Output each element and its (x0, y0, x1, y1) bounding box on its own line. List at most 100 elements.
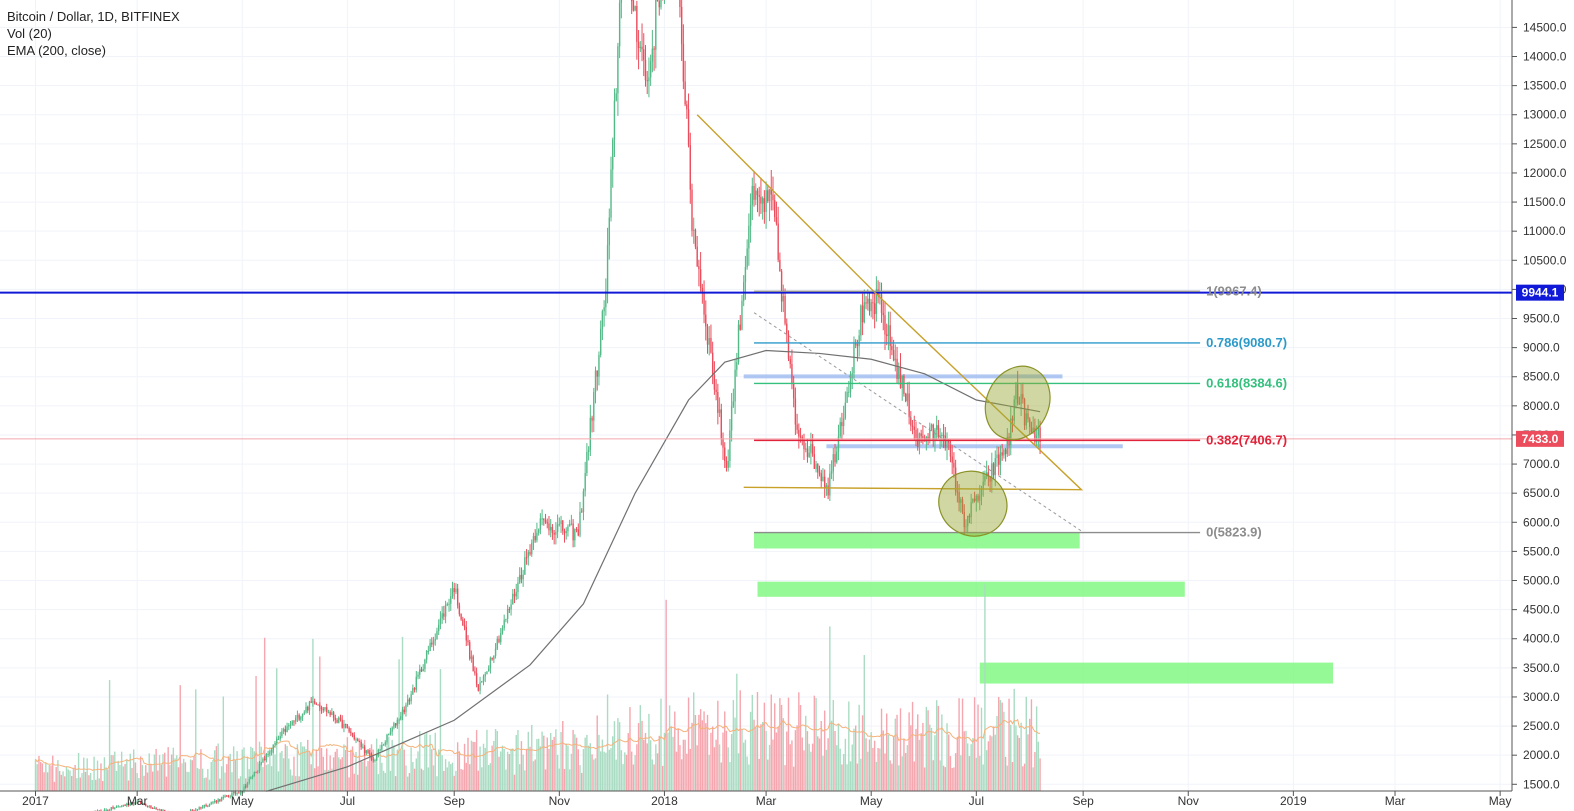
volume-bar (367, 761, 369, 791)
volume-bar (558, 768, 561, 791)
candle-body (1032, 427, 1034, 433)
volume-bar (973, 697, 976, 791)
y-tick-label: 6500.0 (1523, 486, 1560, 500)
volume-bar (363, 739, 366, 791)
candle-body (698, 266, 700, 270)
volume-bar (346, 737, 349, 791)
candle-body (875, 289, 878, 314)
volume-bar (741, 729, 743, 791)
volume-bar (562, 720, 564, 791)
volume-bar (541, 731, 543, 791)
volume-bar (482, 743, 485, 791)
symbol-title[interactable]: Bitcoin / Dollar, 1D, BITFINEX (7, 9, 180, 24)
volume-bar (164, 752, 166, 791)
volume-bar (717, 700, 719, 791)
candle-body (680, 7, 683, 44)
candle-body (124, 805, 126, 807)
candle-body (339, 717, 342, 720)
candle-body (258, 763, 261, 771)
x-tick-label: Jul (969, 794, 984, 808)
blue-line-price-tag-bg (1516, 284, 1564, 301)
x-tick-label: Mar (1385, 794, 1406, 808)
candle-body (935, 425, 938, 430)
volume-bar (1035, 706, 1038, 791)
volume-bar (224, 772, 226, 791)
volume-indicator-label[interactable]: Vol (20) (7, 26, 52, 41)
candle-body (558, 523, 561, 525)
support-resistance-zones (743, 374, 1333, 684)
candle-body (954, 467, 957, 492)
volume-bar (729, 762, 731, 791)
candle-body (687, 109, 690, 146)
volume-bar (991, 736, 993, 791)
volume-bar (55, 767, 57, 791)
candle-body (375, 754, 378, 761)
candle-body (581, 511, 583, 513)
volume-bar (963, 731, 965, 791)
volume-bar (929, 724, 931, 791)
volume-bar (146, 772, 149, 791)
volume-bar (39, 761, 42, 791)
volume-bar (603, 751, 605, 791)
volume-bar (522, 754, 524, 791)
candle-body (389, 731, 392, 735)
y-tick-label: 4000.0 (1523, 632, 1560, 646)
volume-bar (53, 781, 56, 791)
volume-bar (787, 697, 790, 791)
volume-bar (494, 728, 497, 791)
volume-bar (563, 769, 566, 791)
volume-bar (858, 704, 860, 791)
volume-bar (605, 752, 607, 791)
volume-bar (1001, 702, 1003, 791)
volume-bar (381, 762, 383, 791)
volume-bar (882, 730, 884, 791)
candle-body (694, 229, 697, 247)
volume-bar (923, 767, 926, 791)
volume-bar (260, 746, 262, 791)
candle-body (946, 440, 948, 448)
x-tick-label: Jul (340, 794, 355, 808)
volume-bar (930, 727, 933, 791)
volume-bar (155, 748, 157, 791)
highlight-ellipse (984, 365, 1051, 441)
volume-bar (939, 760, 941, 791)
candle-body (880, 294, 883, 313)
volume-bar (413, 768, 416, 791)
volume-bar (84, 771, 87, 791)
volume-bar (222, 696, 225, 791)
volume-bar (810, 751, 812, 791)
candle-body (238, 792, 240, 794)
candle-body (851, 373, 853, 375)
ema-line (266, 349, 1041, 792)
volume-bar (586, 734, 588, 791)
volume-bar (467, 737, 469, 791)
volume-bar (1010, 724, 1012, 791)
volume-bar (815, 697, 817, 791)
candle-body (386, 734, 388, 743)
candle-body (327, 711, 330, 713)
volume-bar (207, 768, 209, 791)
ema-indicator-label[interactable]: EMA (200, close) (7, 43, 106, 58)
volume-bar (427, 767, 430, 791)
volume-bar (315, 749, 318, 791)
candle-body (420, 669, 423, 672)
volume-bar (48, 764, 50, 791)
candle-body (813, 454, 816, 469)
candle-body (612, 139, 614, 170)
volume-bar (57, 760, 59, 791)
volume-bar (96, 760, 99, 791)
candle-body (357, 739, 359, 741)
candle-body (322, 709, 324, 711)
candle-body (141, 803, 144, 805)
volume-bar (935, 700, 938, 791)
candle-body (711, 352, 714, 376)
candle-body (527, 552, 530, 558)
volume-bar (334, 751, 337, 791)
candle-body (696, 246, 698, 267)
candle-body (486, 671, 488, 674)
y-tick-label: 9500.0 (1523, 312, 1560, 326)
y-tick-label: 5500.0 (1523, 544, 1560, 558)
volume-bar (960, 755, 962, 791)
volume-bar (456, 742, 459, 791)
